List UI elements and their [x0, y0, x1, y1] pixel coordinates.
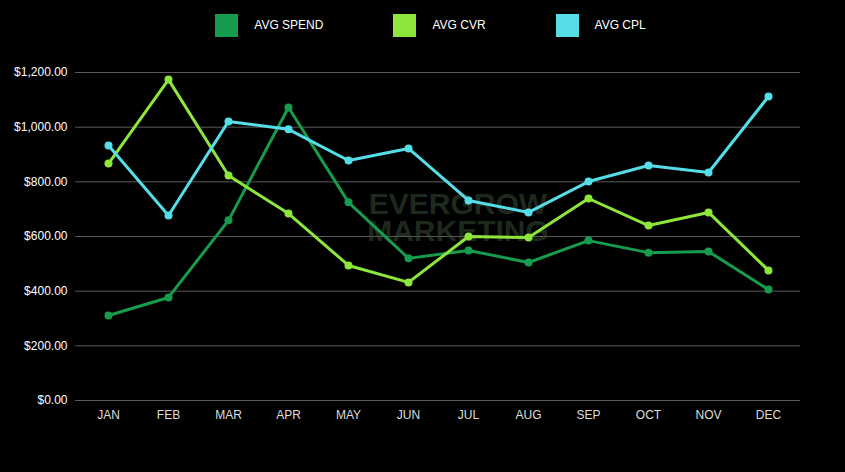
svg-text:$1,000.00: $1,000.00: [14, 120, 68, 134]
html-text:EVERGROW: EVERGROW: [368, 186, 548, 220]
svg-text:$400.00: $400.00: [24, 284, 68, 298]
svg-text:AUG: AUG: [515, 408, 541, 422]
svg-text:JUL: JUL: [458, 408, 480, 422]
svg-text:JUN: JUN: [397, 408, 420, 422]
svg-text:$800.00: $800.00: [24, 175, 68, 189]
svg-text:$0.00: $0.00: [37, 393, 67, 407]
html-text:MARKETING: MARKETING: [367, 213, 549, 247]
svg-text:MAY: MAY: [336, 408, 361, 422]
svg-text:MAR: MAR: [215, 408, 242, 422]
svg-text:SEP: SEP: [576, 408, 600, 422]
svg-text:NOV: NOV: [695, 408, 721, 422]
html-text:AVG CPL: AVG CPL: [594, 18, 646, 32]
html-text:AVG CVR: AVG CVR: [432, 18, 486, 32]
svg-text:FEB: FEB: [157, 408, 180, 422]
svg-text:OCT: OCT: [636, 408, 662, 422]
svg-text:JAN: JAN: [97, 408, 120, 422]
svg-text:$200.00: $200.00: [24, 339, 68, 353]
svg-text:APR: APR: [276, 408, 301, 422]
svg-text:$1,200.00: $1,200.00: [14, 65, 68, 79]
svg-text:$600.00: $600.00: [24, 229, 68, 243]
svg-text:DEC: DEC: [756, 408, 782, 422]
html-text:AVG SPEND: AVG SPEND: [254, 18, 324, 32]
